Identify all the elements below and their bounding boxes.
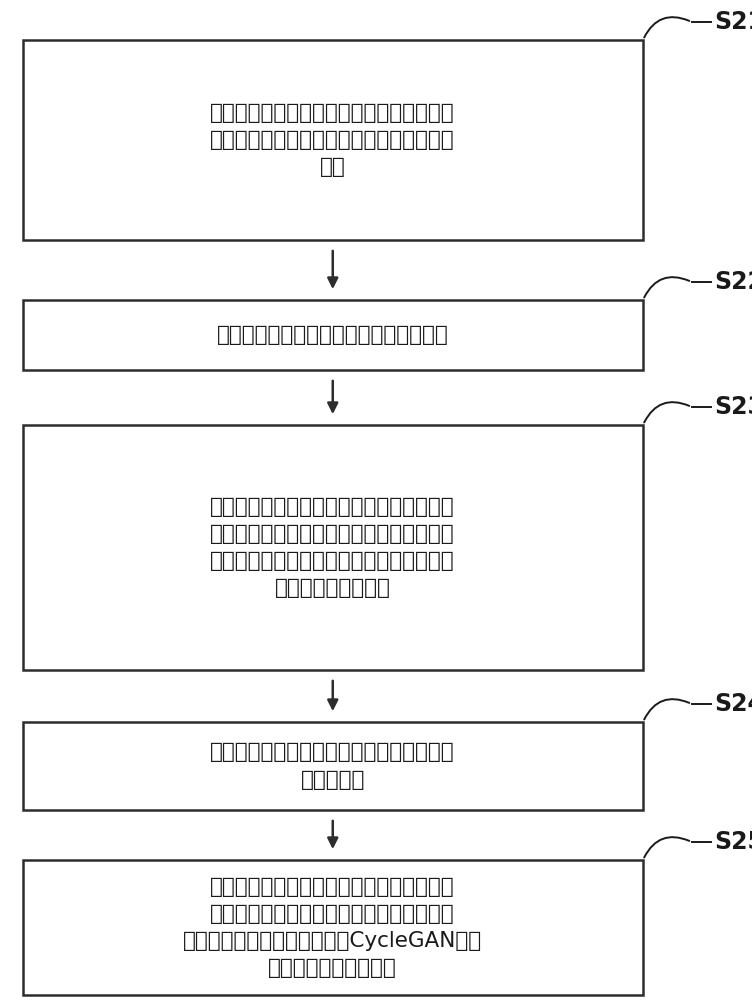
Text: S230: S230 — [714, 395, 752, 419]
Bar — [23, 300, 643, 370]
Text: 将初步动漫化的真人人脸数据进行第二次图
像膨胀处理: 将初步动漫化的真人人脸数据进行第二次图 像膨胀处理 — [211, 742, 455, 790]
Text: 将真人人脸数据进行第一次图像膨胀处理: 将真人人脸数据进行第一次图像膨胀处理 — [217, 325, 449, 345]
Text: 以第二次图像膨胀处理后的真人人脸数据作
为第一输入，以特定动漫人脸数据作为第二
输入，通过训练后的特定动漫CycleGAN模型
输出特定动漫人脸图像: 以第二次图像膨胀处理后的真人人脸数据作 为第一输入，以特定动漫人脸数据作为第二 … — [183, 877, 482, 978]
Bar — [23, 722, 643, 810]
Text: 以第一次图像膨胀处理后的真人人脸数据作
为内容图像，以特定动漫人脸数据作为风格
图像，通过神经风格迁移模型，输出初步动
漫化的真人人脸数据: 以第一次图像膨胀处理后的真人人脸数据作 为内容图像，以特定动漫人脸数据作为风格 … — [211, 497, 455, 598]
Text: S220: S220 — [714, 270, 752, 294]
Bar — [23, 40, 643, 240]
Text: S250: S250 — [714, 830, 752, 854]
Text: S210: S210 — [714, 10, 752, 34]
Bar — [23, 860, 643, 995]
Text: 根据真人人脸图像采集真人人脸数据，根据
特定名字的动漫人脸图像采集特定动漫人脸
数据: 根据真人人脸图像采集真人人脸数据，根据 特定名字的动漫人脸图像采集特定动漫人脸 … — [211, 103, 455, 177]
Text: S240: S240 — [714, 692, 752, 716]
Bar — [23, 425, 643, 670]
